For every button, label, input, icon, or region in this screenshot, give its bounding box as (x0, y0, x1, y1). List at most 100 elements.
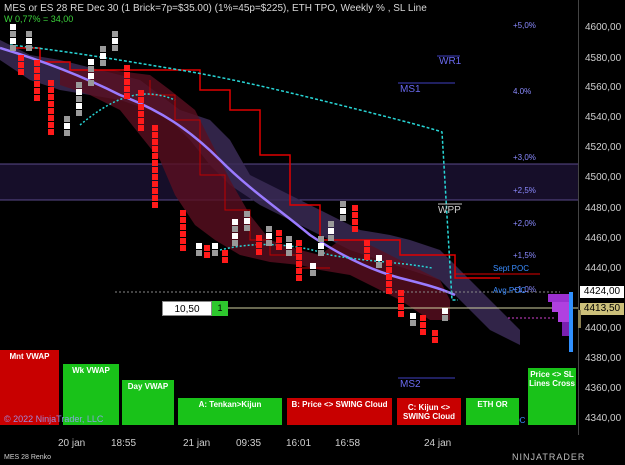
renko-brick (328, 221, 334, 227)
renko-brick (432, 337, 438, 343)
mnt-vwap-button[interactable]: Mnt VWAP (0, 350, 59, 425)
price-tick: 4400,00 (585, 323, 622, 334)
tenkan-kijun-button[interactable]: A: Tenkan>Kijun (178, 398, 282, 425)
price-chart-svg (0, 24, 578, 379)
day-vwap-button[interactable]: Day VWAP (122, 380, 174, 425)
renko-brick (48, 122, 54, 128)
renko-brick (124, 79, 130, 85)
renko-brick (232, 233, 238, 239)
ma-cyan-line (9, 44, 458, 301)
renko-brick (310, 263, 316, 269)
renko-brick (10, 38, 16, 44)
renko-brick (386, 260, 392, 266)
renko-brick (34, 95, 40, 101)
renko-brick (88, 59, 94, 65)
renko-brick (112, 45, 118, 51)
renko-brick (34, 88, 40, 94)
renko-brick (232, 226, 238, 232)
order-price-marker: 4413,50 (580, 303, 624, 315)
price-tick: 4380,00 (585, 353, 622, 364)
renko-brick (26, 31, 32, 37)
order-price-field[interactable]: 10,50 (162, 301, 212, 316)
price-tick: 4440,00 (585, 263, 622, 274)
renko-brick (124, 93, 130, 99)
renko-brick (420, 322, 426, 328)
renko-brick (352, 205, 358, 211)
renko-brick (420, 315, 426, 321)
eth-or-button[interactable]: ETH OR (466, 398, 519, 425)
pct-label: +1,5% (513, 251, 536, 260)
order-qty-field[interactable]: 1 (212, 301, 228, 316)
renko-brick (232, 219, 238, 225)
renko-brick (244, 211, 250, 217)
price-axis[interactable]: 4600,00 4580,00 4560,00 4540,00 4520,00 … (578, 0, 625, 435)
renko-brick (364, 254, 370, 260)
renko-brick (398, 297, 404, 303)
renko-brick (266, 233, 272, 239)
renko-brick (318, 250, 324, 256)
renko-brick (88, 73, 94, 79)
time-tick: 24 jan (424, 438, 452, 449)
pct-label: +2,0% (513, 219, 536, 228)
copyright-watermark: © 2022 NinjaTrader, LLC (4, 414, 104, 424)
renko-brick (76, 103, 82, 109)
time-tick: 16:01 (286, 438, 312, 449)
renko-brick (340, 215, 346, 221)
renko-brick (64, 123, 70, 129)
time-tick: 20 jan (58, 438, 86, 449)
renko-brick (138, 104, 144, 110)
renko-brick (340, 201, 346, 207)
renko-brick (10, 31, 16, 37)
renko-brick (352, 212, 358, 218)
price-tick: 4520,00 (585, 142, 622, 153)
renko-brick (152, 195, 158, 201)
renko-brick (352, 219, 358, 225)
renko-brick (138, 97, 144, 103)
renko-brick (386, 281, 392, 287)
renko-brick (398, 290, 404, 296)
renko-brick (196, 250, 202, 256)
time-tick: 18:55 (111, 438, 137, 449)
chart-canvas[interactable]: MES or ES 28 RE Dec 30 (1 Brick=7p=$35.0… (0, 0, 578, 435)
renko-brick (26, 45, 32, 51)
wk-vwap-button[interactable]: Wk VWAP (63, 364, 119, 425)
renko-brick (180, 224, 186, 230)
ma-purple-line (0, 46, 456, 297)
renko-brick (152, 125, 158, 131)
renko-brick (432, 330, 438, 336)
renko-brick (376, 255, 382, 261)
renko-brick (48, 94, 54, 100)
renko-brick (386, 274, 392, 280)
price-tick: 4360,00 (585, 383, 622, 394)
renko-brick (138, 118, 144, 124)
renko-brick (296, 240, 302, 246)
renko-brick (76, 82, 82, 88)
renko-brick (310, 270, 316, 276)
renko-brick (256, 249, 262, 255)
profile-bar (569, 292, 573, 352)
renko-brick (180, 210, 186, 216)
renko-brick (398, 304, 404, 310)
renko-brick (64, 130, 70, 136)
renko-brick (34, 60, 40, 66)
pct-label: +1,0% (513, 285, 536, 294)
renko-brick (152, 153, 158, 159)
renko-brick (100, 46, 106, 52)
renko-brick (18, 55, 24, 61)
sl-red-line (10, 47, 500, 279)
renko-brick (266, 240, 272, 246)
chart-title: MES or ES 28 RE Dec 30 (1 Brick=7p=$35.0… (4, 3, 427, 14)
renko-brick (48, 129, 54, 135)
renko-brick (318, 243, 324, 249)
kijun-swing-button[interactable]: C: Kijun <> SWING Cloud (397, 398, 461, 425)
time-tick: 21 jan (183, 438, 211, 449)
profile-bar (562, 322, 570, 336)
renko-brick (222, 257, 228, 263)
renko-brick (296, 261, 302, 267)
price-sl-button[interactable]: Price <> SL Lines Cross (528, 368, 576, 425)
renko-brick (276, 237, 282, 243)
price-swing-button[interactable]: B: Price <> SWING Cloud (287, 398, 392, 425)
renko-brick (138, 125, 144, 131)
renko-brick (410, 313, 416, 319)
renko-brick (26, 38, 32, 44)
